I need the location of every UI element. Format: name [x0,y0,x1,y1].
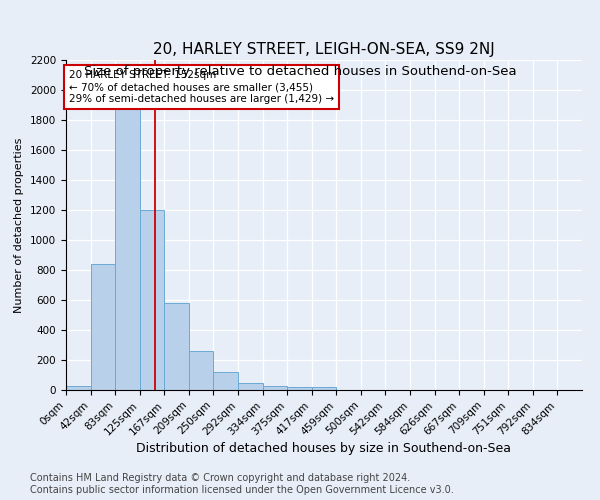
X-axis label: Distribution of detached houses by size in Southend-on-Sea: Distribution of detached houses by size … [137,442,511,455]
Bar [238,383,263,390]
Bar [115,98,140,390]
Text: Size of property relative to detached houses in Southend-on-Sea: Size of property relative to detached ho… [83,65,517,78]
Bar [164,303,189,390]
Text: 20 HARLEY STREET: 152sqm
← 70% of detached houses are smaller (3,455)
29% of sem: 20 HARLEY STREET: 152sqm ← 70% of detach… [69,70,334,104]
Bar [140,210,164,390]
Bar [66,386,91,390]
Bar [189,351,214,390]
Bar [263,386,287,390]
Text: Contains HM Land Registry data © Crown copyright and database right 2024.
Contai: Contains HM Land Registry data © Crown c… [30,474,454,495]
Y-axis label: Number of detached properties: Number of detached properties [14,138,25,312]
Bar [91,264,115,390]
Bar [287,387,312,390]
Title: 20, HARLEY STREET, LEIGH-ON-SEA, SS9 2NJ: 20, HARLEY STREET, LEIGH-ON-SEA, SS9 2NJ [153,42,495,58]
Bar [312,387,336,390]
Bar [214,372,238,390]
